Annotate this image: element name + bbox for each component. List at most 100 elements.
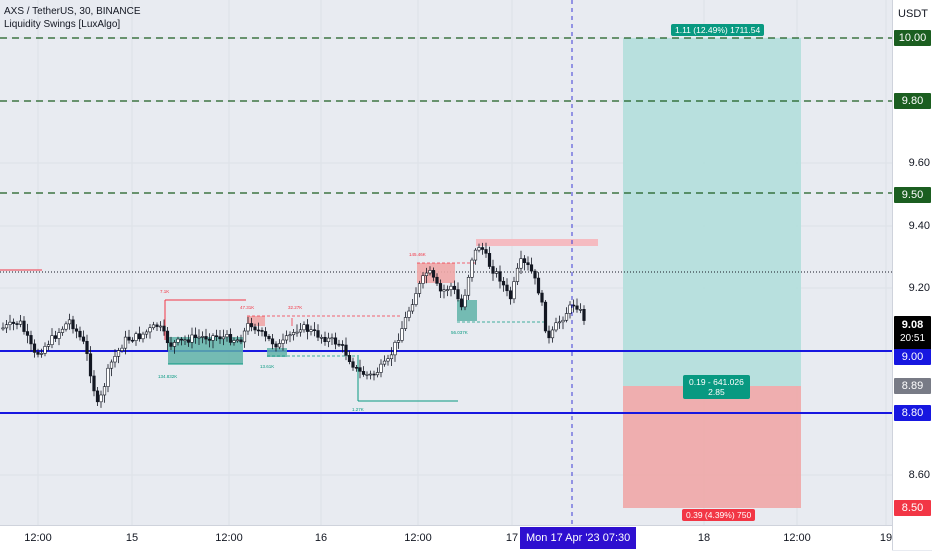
candle[interactable] <box>442 284 446 299</box>
candle[interactable] <box>151 321 156 330</box>
candle[interactable] <box>207 333 212 348</box>
candle[interactable] <box>491 259 495 281</box>
candle[interactable] <box>564 307 569 323</box>
entry-label[interactable]: 0.19 - 641.026 2.85 <box>683 375 750 399</box>
candle[interactable] <box>158 321 163 332</box>
candle[interactable] <box>312 322 317 337</box>
candle[interactable] <box>344 337 348 361</box>
candle[interactable] <box>8 314 12 331</box>
candle[interactable] <box>543 300 548 334</box>
candle[interactable] <box>197 329 201 346</box>
candle[interactable] <box>18 314 23 328</box>
candle[interactable] <box>487 246 492 270</box>
candle[interactable] <box>137 326 142 342</box>
candle[interactable] <box>421 272 425 289</box>
candle[interactable] <box>494 267 499 278</box>
candle[interactable] <box>578 303 583 314</box>
candle[interactable] <box>526 256 530 271</box>
candle[interactable] <box>347 350 352 365</box>
candle[interactable] <box>11 318 16 331</box>
candle[interactable] <box>403 311 408 331</box>
candle[interactable] <box>221 329 226 346</box>
candle[interactable] <box>288 331 292 343</box>
candle[interactable] <box>379 359 383 378</box>
candle[interactable] <box>445 285 450 297</box>
candle[interactable] <box>480 242 485 255</box>
price-tag-stop[interactable]: 8.50 <box>894 500 931 516</box>
candle[interactable] <box>333 332 338 350</box>
candle[interactable] <box>141 331 145 343</box>
candle[interactable] <box>29 330 33 352</box>
candle[interactable] <box>50 328 54 349</box>
candle[interactable] <box>32 339 37 358</box>
candle[interactable] <box>459 294 464 311</box>
candle[interactable] <box>134 331 138 346</box>
candle[interactable] <box>473 248 478 265</box>
price-tag-9-80[interactable]: 9.80 <box>894 93 931 109</box>
candle[interactable] <box>39 348 44 358</box>
candle[interactable] <box>561 316 565 330</box>
candle[interactable] <box>260 327 264 337</box>
stop-label[interactable]: 0.39 (4.39%) 750 <box>682 509 756 521</box>
candle[interactable] <box>172 339 177 354</box>
candle[interactable] <box>120 344 124 353</box>
candle[interactable] <box>43 342 47 357</box>
candle[interactable] <box>393 340 397 362</box>
candle[interactable] <box>190 327 194 349</box>
candle[interactable] <box>22 316 26 335</box>
candle[interactable] <box>67 313 72 330</box>
candle[interactable] <box>263 327 268 342</box>
target-label[interactable]: 1.11 (12.49%) 1711.54 <box>671 24 765 36</box>
candle[interactable] <box>25 323 30 344</box>
candle[interactable] <box>214 329 219 342</box>
candle[interactable] <box>106 364 110 393</box>
candle[interactable] <box>253 323 257 335</box>
candle[interactable] <box>354 365 359 372</box>
candle[interactable] <box>330 333 334 346</box>
candle[interactable] <box>92 370 96 397</box>
candle[interactable] <box>15 321 19 330</box>
candle[interactable] <box>372 370 376 381</box>
candle[interactable] <box>351 357 355 371</box>
candle[interactable] <box>57 328 61 346</box>
candle[interactable] <box>291 329 296 341</box>
candle[interactable] <box>540 289 544 306</box>
candle[interactable] <box>368 370 373 380</box>
candle[interactable] <box>218 329 222 344</box>
candle[interactable] <box>116 347 121 364</box>
stop-zone[interactable] <box>623 386 801 508</box>
candle[interactable] <box>484 242 488 258</box>
candle[interactable] <box>109 359 114 377</box>
candle[interactable] <box>204 328 208 345</box>
candle[interactable] <box>396 333 401 349</box>
candle[interactable] <box>463 289 467 311</box>
candle[interactable] <box>99 390 103 408</box>
candlesticks[interactable] <box>1 242 586 408</box>
candle[interactable] <box>582 305 586 325</box>
candle[interactable] <box>281 333 285 351</box>
candle[interactable] <box>505 278 509 297</box>
candle[interactable] <box>179 336 184 346</box>
candle[interactable] <box>519 250 523 274</box>
candle[interactable] <box>249 317 254 332</box>
candle[interactable] <box>144 329 149 339</box>
price-scale[interactable]: USDT 9.60 9.40 9.20 8.60 10.00 9.80 9.50… <box>892 0 932 550</box>
candle[interactable] <box>536 272 541 296</box>
candle[interactable] <box>452 280 457 295</box>
candle[interactable] <box>470 257 474 282</box>
candle[interactable] <box>550 326 555 343</box>
candle[interactable] <box>284 330 289 344</box>
candle[interactable] <box>340 340 345 353</box>
candle[interactable] <box>211 333 215 349</box>
price-tag-target[interactable]: 10.00 <box>894 30 931 46</box>
candle[interactable] <box>386 354 390 366</box>
candle[interactable] <box>414 287 418 307</box>
candle[interactable] <box>102 383 107 403</box>
candle[interactable] <box>78 326 82 341</box>
candle[interactable] <box>295 324 299 337</box>
candle[interactable] <box>162 319 166 336</box>
candle[interactable] <box>410 299 415 314</box>
candle[interactable] <box>477 243 481 253</box>
candle[interactable] <box>1 322 5 331</box>
candle[interactable] <box>74 324 79 339</box>
